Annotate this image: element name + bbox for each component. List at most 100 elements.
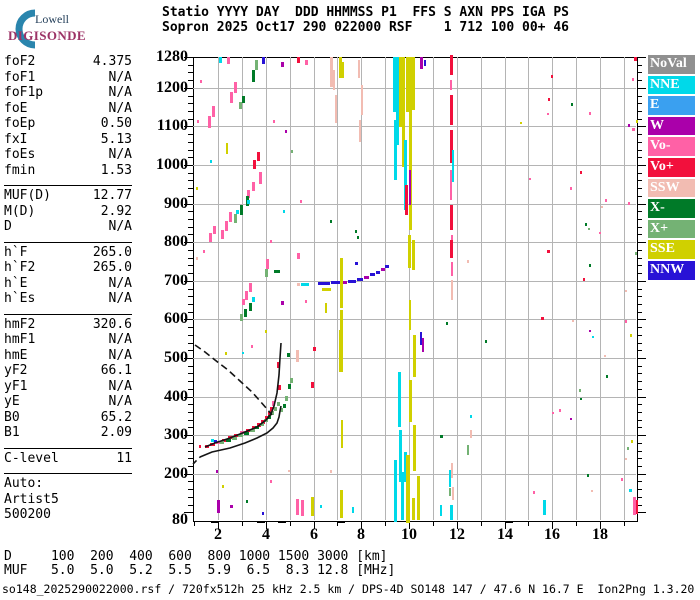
echo-mark [450,505,453,520]
echo-mark [583,278,585,281]
echo-mark [440,435,443,438]
echo-mark [244,432,249,435]
y-tick-right [637,343,642,344]
echo-mark [450,95,453,125]
echo-mark [632,78,634,81]
y-axis-tick-label: 400 [164,388,188,405]
echo-mark [424,60,426,66]
echo-mark [450,205,453,230]
x-gridline [552,57,553,520]
echo-mark [358,60,360,78]
echo-mark [631,440,633,443]
echo-mark [255,426,259,429]
y-tick-right [637,103,642,104]
x-tick [337,521,338,526]
echo-mark [262,512,264,515]
y-tick-left [184,281,193,282]
echo-mark [412,498,415,520]
echo-mark [213,226,216,234]
echo-mark [225,352,227,355]
param-value: 320.6 [92,316,132,332]
echo-mark [272,401,275,406]
echo-mark [242,352,244,354]
echo-mark [440,505,442,516]
y-gridline [193,319,636,320]
echo-mark [330,57,333,87]
echo-mark [606,375,608,378]
y-gridline [193,165,636,166]
y-tick-right [637,481,642,482]
y-axis-tick-label: 800 [164,233,188,250]
param-label: h`Es [4,291,36,306]
echo-mark [273,120,275,123]
parameter-panel: foF2 4.375 foF1 N/A foF1p N/A foE N/A foEp 0.50 fx… [4,54,132,523]
echo-mark [589,264,591,267]
echo-mark [265,330,267,333]
y-tick-right [637,88,646,89]
echo-mark [385,265,389,268]
param-label: hmE [4,347,28,363]
echo-mark [629,489,632,492]
y-tick-right [637,335,642,336]
x-tick [624,521,625,526]
param-value: 2.09 [100,425,132,440]
y-axis-tick-label: 900 [164,195,188,212]
echo-mark [467,260,469,263]
y-tick-left [188,273,193,274]
echo-mark [260,423,264,426]
echo-mark [450,80,452,90]
y-tick-right [637,412,642,413]
echo-mark [399,430,402,482]
echo-mark [297,283,300,286]
x-tick [433,521,434,526]
echo-mark [196,187,198,190]
echo-mark [252,182,255,191]
y-tick-left [188,350,193,351]
y-tick-right [637,458,642,459]
y-tick-right [637,366,642,367]
y-tick-right [637,489,642,490]
echo-mark [277,362,280,368]
echo-mark [589,330,591,332]
param-row: Auto: [4,476,132,492]
param-label: C-level [4,450,59,466]
echo-mark [599,232,601,234]
echo-mark [381,268,385,271]
echo-mark [589,112,591,115]
echo-mark [449,470,451,487]
echo-mark [396,57,399,145]
x-gridline [337,57,338,520]
x-tick [505,521,506,529]
y-tick-right [637,427,642,428]
param-value: N/A [108,219,132,234]
y-tick-left [184,358,193,359]
param-label: hmF1 [4,332,36,347]
y-tick-left [184,88,193,89]
param-value: 66.1 [100,363,132,378]
echo-mark [406,57,409,112]
header-columns-line: Statio YYYY DAY DDD HHMMSS P1 FFS S AXN … [162,5,569,20]
echo-mark [229,212,232,222]
echo-mark [247,190,250,198]
echo-mark [277,402,280,406]
echo-mark [357,278,363,281]
y-tick-right [637,350,642,351]
echo-mark [287,353,290,357]
echo-mark [240,205,243,215]
legend-item-vo: Vo+ [648,158,695,177]
y-tick-right [637,435,646,436]
y-tick-right [637,474,646,475]
echo-mark [333,70,335,90]
y-tick-left [188,119,193,120]
logo-lowell-text: Lowell [35,12,69,26]
echo-mark [250,429,255,432]
echo-mark [209,233,212,242]
y-tick-left [184,474,193,475]
param-value: 12.77 [92,188,132,203]
echo-mark [339,330,343,372]
echo-mark [200,80,202,83]
echo-mark [296,499,299,515]
x-gridline [409,57,410,520]
echo-mark [355,230,357,233]
y-tick-left [188,312,193,313]
